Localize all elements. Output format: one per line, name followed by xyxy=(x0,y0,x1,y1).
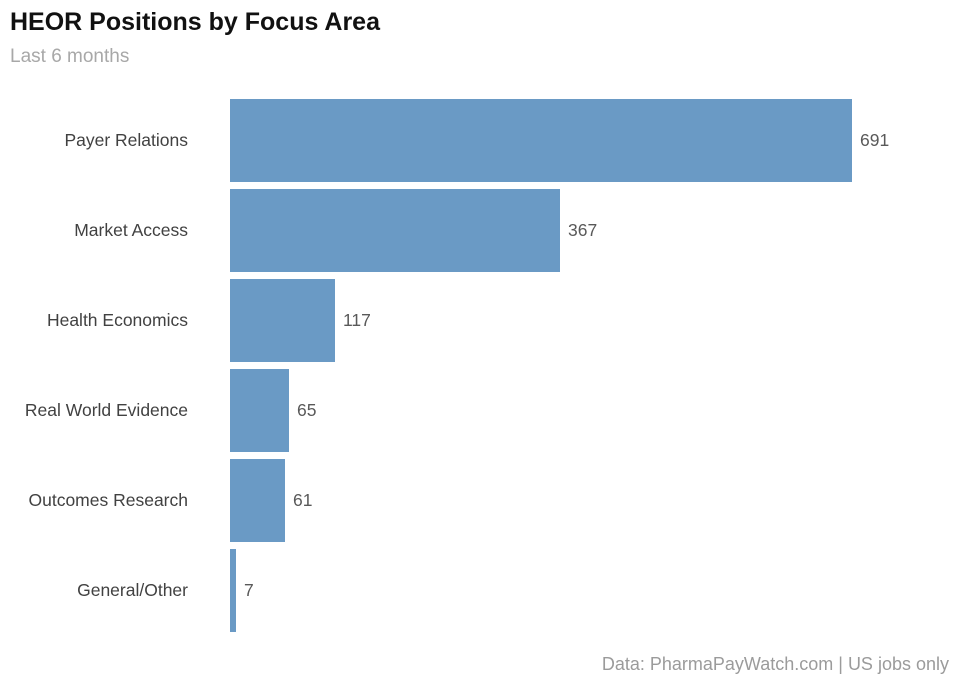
value-label: 7 xyxy=(244,579,254,600)
category-label: General/Other xyxy=(77,579,188,600)
plot-area: Payer Relations 691 Market Access 367 Health… xyxy=(0,95,960,635)
chart-header: HEOR Positions by Focus Area Last 6 mont… xyxy=(10,7,950,69)
bar xyxy=(230,458,285,542)
bar xyxy=(230,278,335,362)
chart-row: Market Access 367 xyxy=(0,185,960,275)
value-label: 61 xyxy=(293,489,313,510)
value-label: 117 xyxy=(343,309,371,330)
bar xyxy=(230,548,236,632)
category-label: Health Economics xyxy=(46,309,188,330)
chart-row: Outcomes Research 61 xyxy=(0,455,960,545)
bar-track: 367 xyxy=(230,185,960,275)
bar-track: 61 xyxy=(230,455,960,545)
bar xyxy=(230,98,852,182)
chart-row: General/Other 7 xyxy=(0,545,960,635)
bar xyxy=(230,188,560,272)
value-label: 691 xyxy=(860,129,890,150)
bar-track: 7 xyxy=(230,545,960,635)
category-label: Payer Relations xyxy=(64,129,188,150)
category-label: Outcomes Research xyxy=(28,489,188,510)
data-source-footer: Data: PharmaPayWatch.com | US jobs only xyxy=(601,654,949,674)
chart-row: Health Economics 117 xyxy=(0,275,960,365)
value-label: 65 xyxy=(297,399,317,420)
chart-subtitle: Last 6 months xyxy=(10,46,130,67)
category-label: Real World Evidence xyxy=(24,399,188,420)
bar-track: 117 xyxy=(230,275,960,365)
chart-title: HEOR Positions by Focus Area xyxy=(10,8,380,36)
chart-row: Real World Evidence 65 xyxy=(0,365,960,455)
bar-track: 691 xyxy=(230,95,960,185)
bar xyxy=(230,368,289,452)
chart-row: Payer Relations 691 xyxy=(0,95,960,185)
bar-track: 65 xyxy=(230,365,960,455)
category-label: Market Access xyxy=(74,219,188,240)
value-label: 367 xyxy=(568,219,598,240)
